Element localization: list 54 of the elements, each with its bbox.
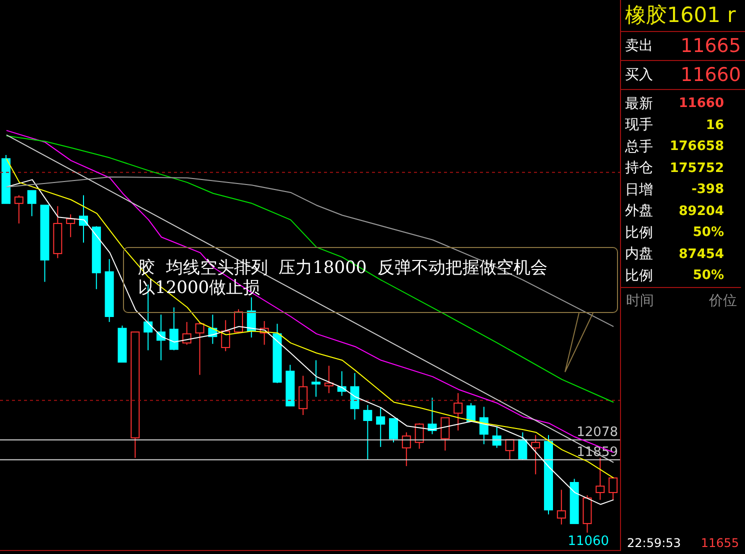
text: 橡胶1601 r xyxy=(621,0,745,32)
candlestick xyxy=(221,320,230,352)
text: 50% xyxy=(692,225,724,240)
text: 总手 xyxy=(625,138,653,156)
candlestick xyxy=(376,407,386,448)
text: 最新 xyxy=(625,94,653,113)
candlestick xyxy=(479,406,488,445)
text: 日增 xyxy=(625,180,653,199)
text: 比例 xyxy=(625,224,653,242)
candlestick xyxy=(324,365,334,394)
candlestick xyxy=(169,306,178,351)
text: 22:59:53 xyxy=(627,536,681,550)
text: 175752 xyxy=(670,160,724,176)
candlestick xyxy=(27,190,36,217)
text: 买入 xyxy=(625,66,653,84)
candlestick xyxy=(182,321,192,346)
candlestick xyxy=(454,392,463,432)
candlestick xyxy=(79,194,88,244)
candlestick xyxy=(466,402,476,422)
text: -398 xyxy=(691,182,724,198)
text: 16 xyxy=(706,118,724,133)
annotation: 11060 xyxy=(568,534,610,549)
text: 价位 xyxy=(709,292,737,310)
text: 11655 xyxy=(700,536,739,550)
candlestick xyxy=(312,360,320,398)
candlestick xyxy=(66,214,76,238)
candlestick xyxy=(195,321,204,376)
candlestick xyxy=(492,426,502,448)
candlestick xyxy=(363,404,372,460)
text: 持仓 xyxy=(625,159,653,178)
candlestick xyxy=(402,432,411,467)
candlestick xyxy=(350,372,360,420)
candlestick xyxy=(298,375,308,416)
text: 时间 xyxy=(626,292,654,310)
text: 87454 xyxy=(678,246,724,262)
candlestick xyxy=(440,417,450,452)
candlestick xyxy=(531,434,540,475)
text: 内盘 xyxy=(625,245,653,264)
text: 50% xyxy=(692,268,724,284)
text: 比例 xyxy=(625,266,653,285)
candlestick xyxy=(389,418,398,443)
candlestick xyxy=(505,439,514,460)
text: 现手 xyxy=(625,116,653,134)
text: 89204 xyxy=(678,204,724,219)
candlestick xyxy=(556,489,566,525)
text: 11660 xyxy=(680,64,741,86)
text: 176658 xyxy=(670,139,724,154)
text: 11660 xyxy=(678,96,724,112)
ref-line-label: 12078 xyxy=(576,424,618,440)
candlestick xyxy=(518,432,528,460)
candlestick xyxy=(14,194,24,224)
text: 外盘 xyxy=(625,202,653,220)
text: 卖出 xyxy=(625,37,653,55)
text: 11665 xyxy=(680,35,741,57)
